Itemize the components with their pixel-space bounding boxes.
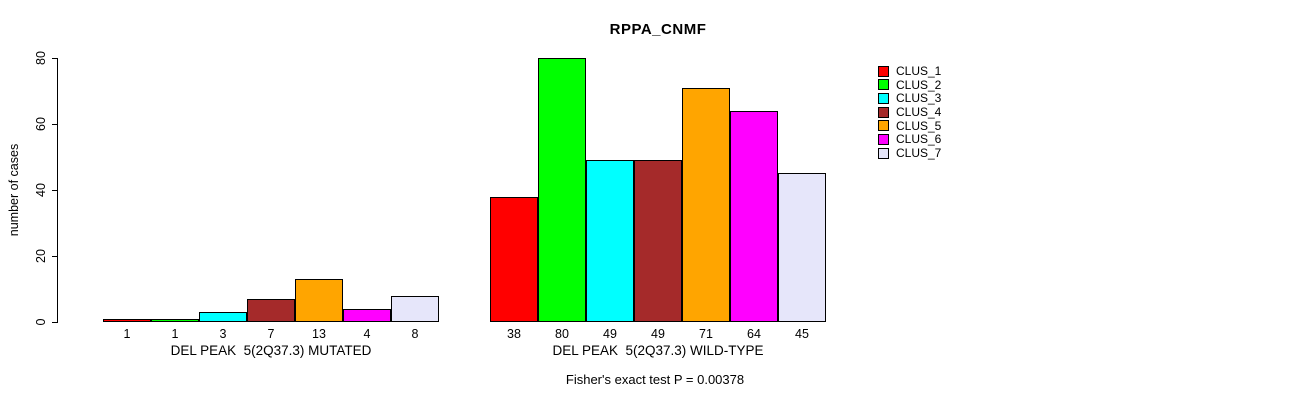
bar-value-label: 45 <box>795 327 809 341</box>
bar-value-label: 1 <box>171 327 179 341</box>
y-axis-title: number of cases <box>7 143 21 237</box>
legend-item-clus_5: CLUS_5 <box>878 120 941 132</box>
bar-value-label: 7 <box>267 327 275 341</box>
bar-clus_1 <box>103 319 151 322</box>
bar-clus_7 <box>778 173 826 322</box>
y-tick-mark <box>52 58 57 59</box>
bar-clus_1 <box>490 197 538 322</box>
chart-title: RPPA_CNMF <box>609 21 707 38</box>
y-tick-label: 60 <box>34 117 48 131</box>
legend-label: CLUS_2 <box>896 77 942 92</box>
bar-value-label: 13 <box>312 327 326 341</box>
bar-clus_7 <box>391 296 439 322</box>
legend-item-clus_3: CLUS_3 <box>878 92 941 104</box>
legend: CLUS_1 CLUS_2 CLUS_3 CLUS_4 CLUS_5 CLUS_6 CLUS… <box>878 65 941 161</box>
footnote: Fisher's exact test P = 0.00378 <box>565 372 745 387</box>
bar-value-label: 38 <box>507 327 521 341</box>
group-label: DEL PEAK 5(2Q37.3) MUTATED <box>170 343 372 358</box>
legend-swatch <box>878 120 889 132</box>
legend-swatch <box>878 79 889 91</box>
bar-clus_3 <box>199 312 247 322</box>
bar-value-label: 4 <box>363 327 371 341</box>
legend-swatch <box>878 106 889 118</box>
legend-label: CLUS_3 <box>896 91 942 106</box>
y-tick-label: 80 <box>34 51 48 65</box>
legend-swatch <box>878 147 889 159</box>
y-axis-line <box>57 58 58 323</box>
bar-value-label: 49 <box>603 327 617 341</box>
legend-swatch <box>878 133 889 145</box>
legend-label: CLUS_7 <box>896 146 942 161</box>
bar-clus_5 <box>295 279 343 322</box>
bar-clus_4 <box>634 160 682 322</box>
y-tick-mark <box>52 124 57 125</box>
bar-clus_2 <box>538 58 586 322</box>
bar-clus_4 <box>247 299 295 322</box>
y-tick-mark <box>52 256 57 257</box>
bar-value-label: 80 <box>555 327 569 341</box>
y-tick-label: 0 <box>34 318 48 326</box>
bar-clus_3 <box>586 160 634 322</box>
bar-value-label: 8 <box>411 327 419 341</box>
y-tick-label: 20 <box>34 249 48 263</box>
bar-clus_6 <box>343 309 391 322</box>
bar-clus_6 <box>730 111 778 322</box>
bar-clus_5 <box>682 88 730 322</box>
bar-value-label: 49 <box>651 327 665 341</box>
legend-item-clus_4: CLUS_4 <box>878 106 941 118</box>
bar-value-label: 71 <box>699 327 713 341</box>
legend-item-clus_6: CLUS_6 <box>878 133 941 145</box>
legend-item-clus_7: CLUS_7 <box>878 147 941 159</box>
group-label: DEL PEAK 5(2Q37.3) WILD-TYPE <box>552 343 764 358</box>
bar-value-label: 64 <box>747 327 761 341</box>
bar-clus_2 <box>151 319 199 322</box>
y-tick-label: 40 <box>34 183 48 197</box>
legend-label: CLUS_1 <box>896 64 942 78</box>
bar-value-label: 1 <box>123 327 131 341</box>
y-tick-mark <box>52 322 57 323</box>
legend-label: CLUS_5 <box>896 118 942 133</box>
legend-item-clus_1: CLUS_1 <box>878 65 941 77</box>
legend-item-clus_2: CLUS_2 <box>878 79 941 91</box>
legend-label: CLUS_4 <box>896 105 942 120</box>
y-tick-mark <box>52 190 57 191</box>
legend-swatch <box>878 65 889 77</box>
bar-value-label: 3 <box>219 327 227 341</box>
legend-label: CLUS_6 <box>896 132 942 147</box>
legend-swatch <box>878 92 889 104</box>
